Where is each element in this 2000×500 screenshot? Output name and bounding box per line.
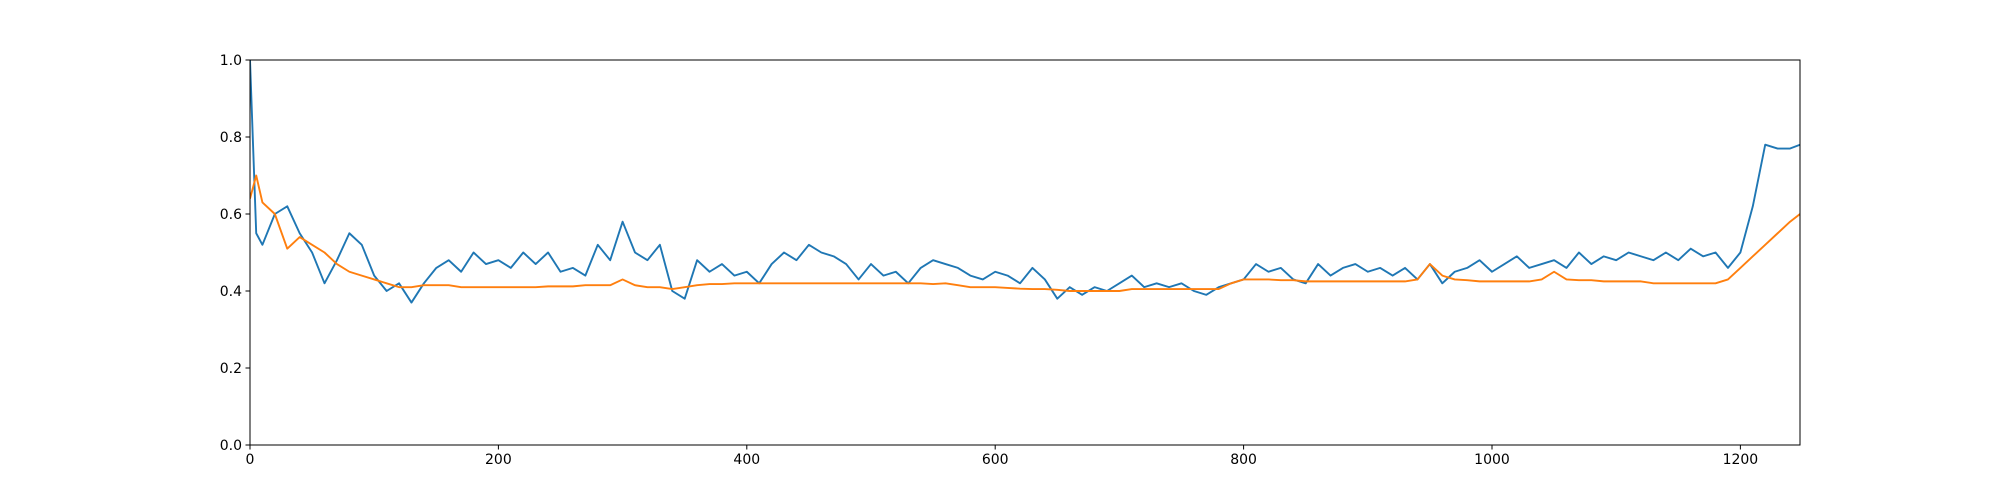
- plot-frame: [249, 59, 1801, 446]
- x-tick-label: 600: [982, 452, 1009, 468]
- x-tick-label: 800: [1230, 452, 1257, 468]
- y-tick-label: 0.8: [220, 130, 242, 146]
- x-tick-label: 1000: [1474, 452, 1510, 468]
- x-tick-label: 1200: [1723, 452, 1759, 468]
- y-tick-label: 0.4: [220, 284, 242, 300]
- line-series: [250, 174, 1800, 292]
- x-tick-label: 400: [733, 452, 760, 468]
- x-tick-label: 200: [485, 452, 512, 468]
- y-tick-label: 0.2: [220, 361, 242, 377]
- x-tick-label: 0: [246, 452, 255, 468]
- line-series: [250, 60, 1800, 304]
- y-tick-label: 1.0: [220, 53, 242, 69]
- y-tick-label: 0.0: [220, 438, 242, 454]
- y-tick-label: 0.6: [220, 207, 242, 223]
